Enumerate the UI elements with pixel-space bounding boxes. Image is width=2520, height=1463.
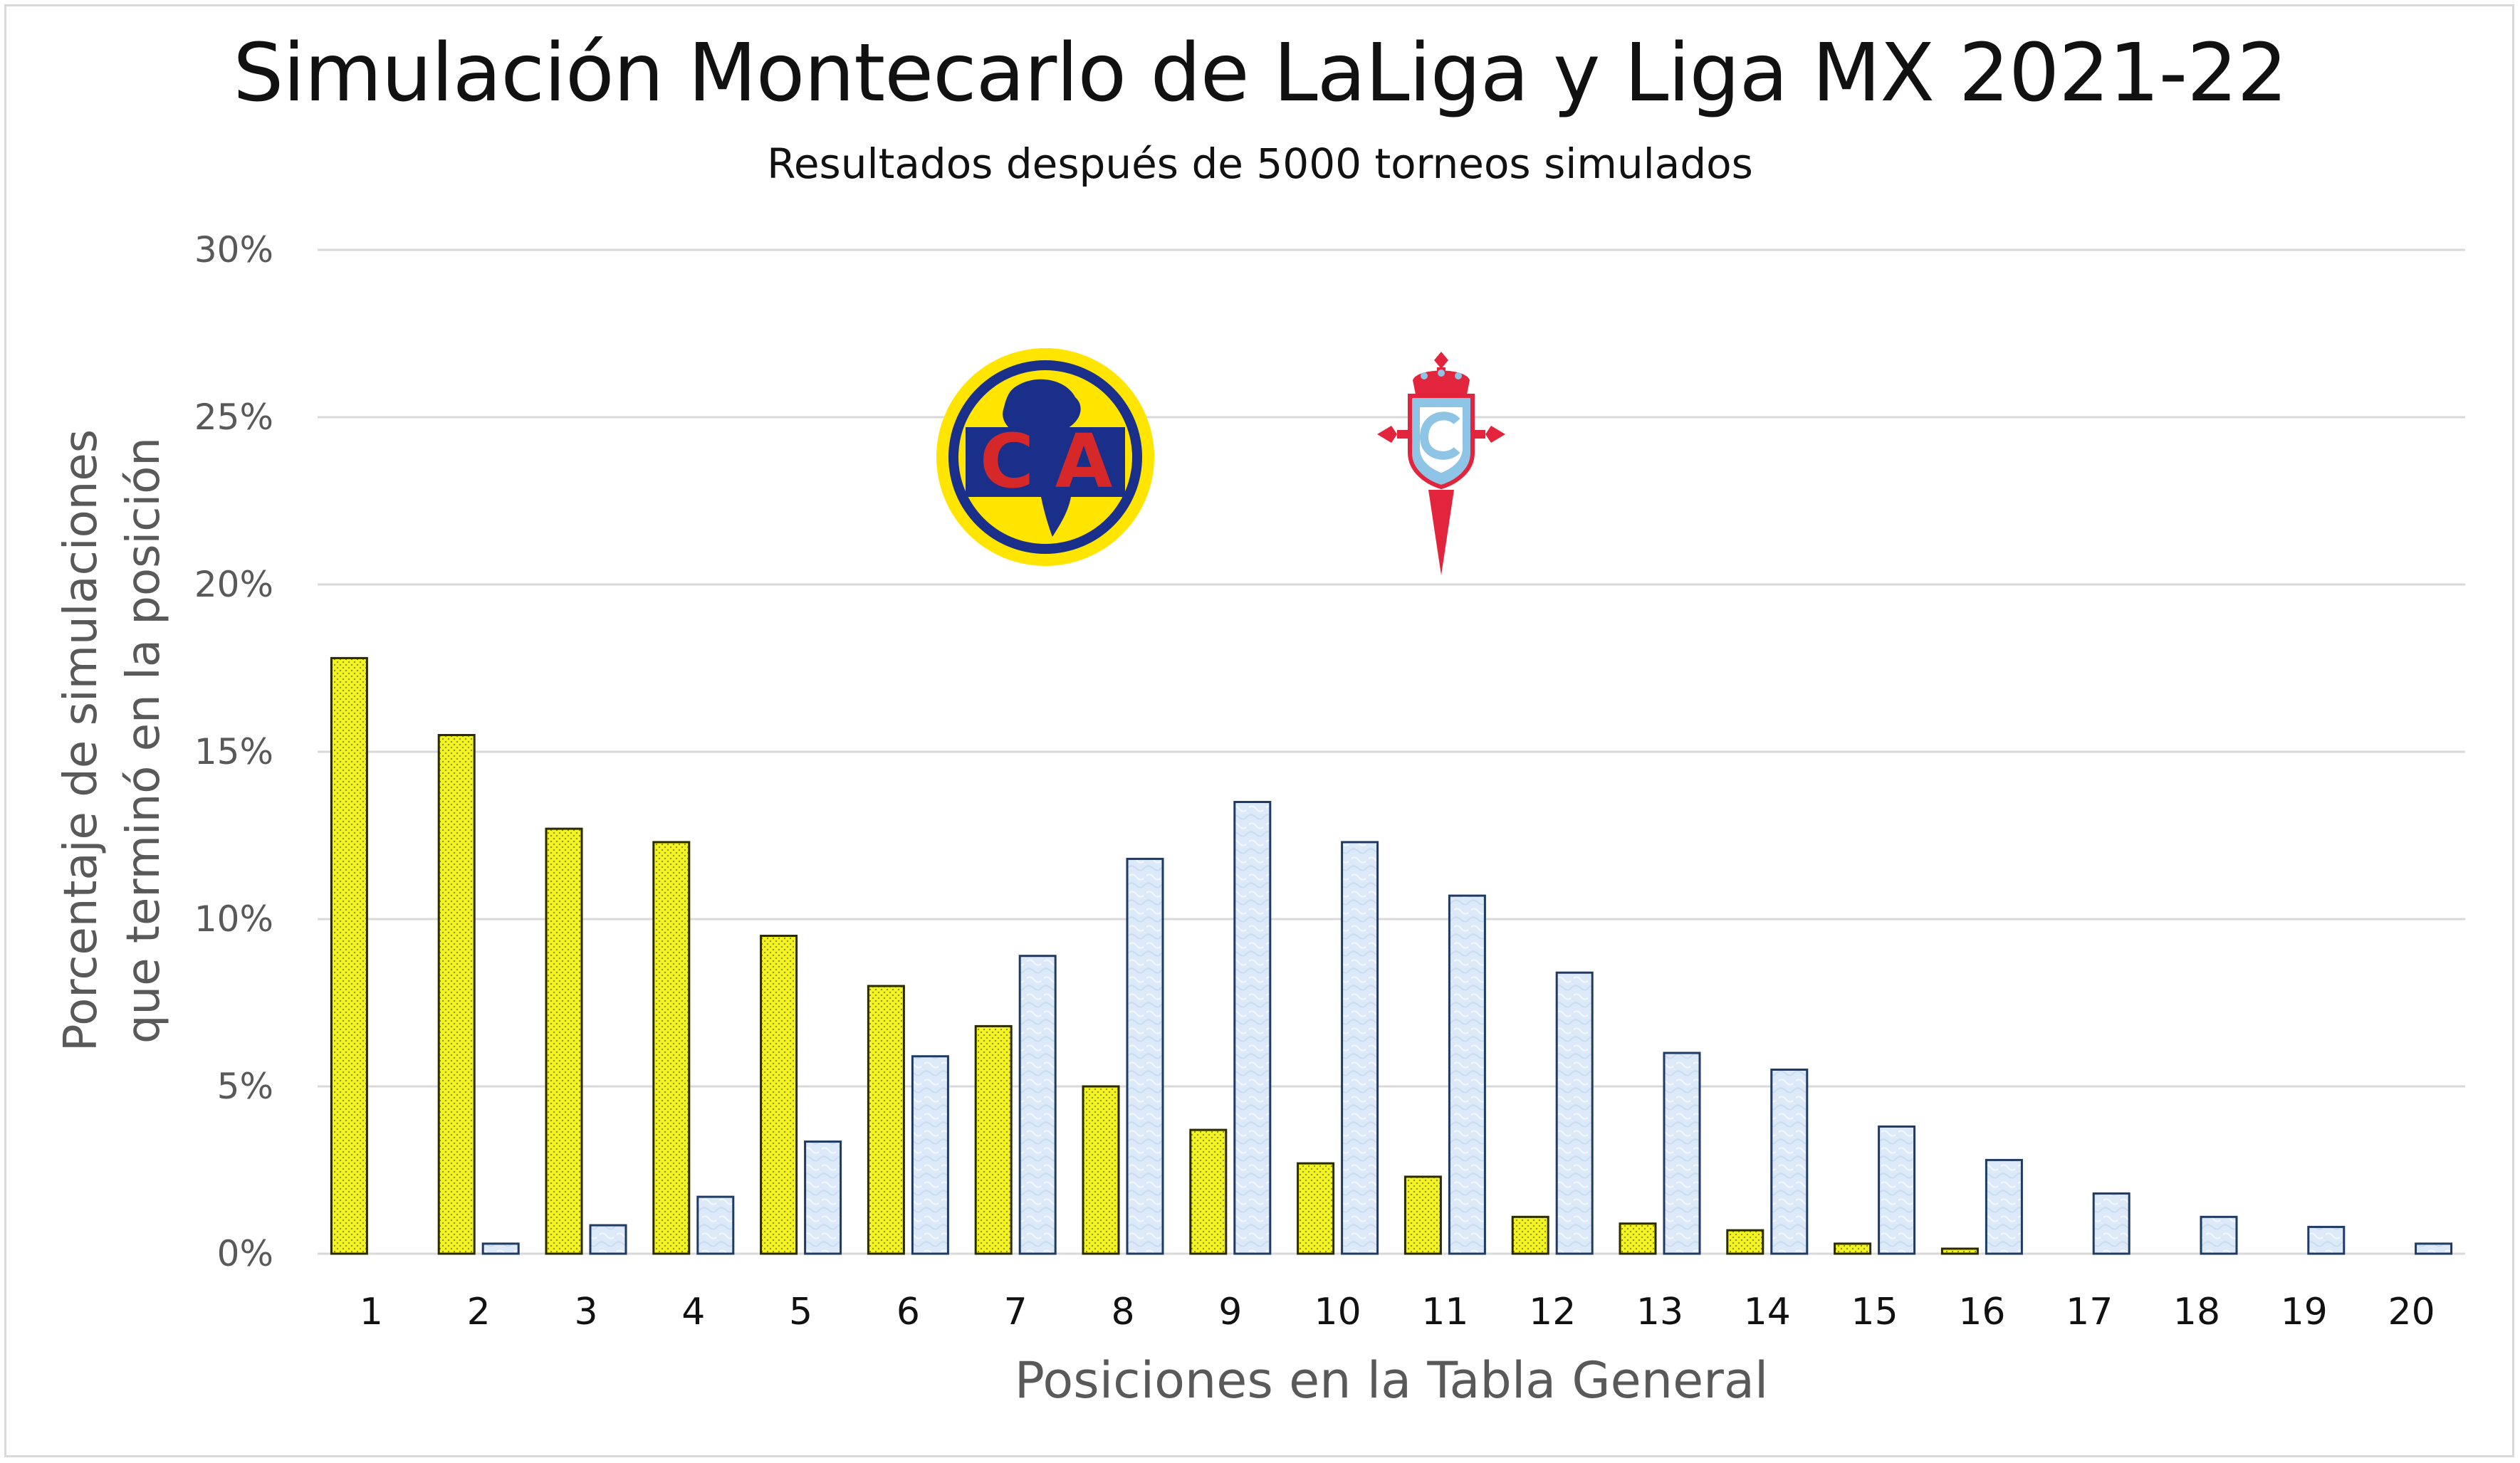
x-tick-label: 20 [2388, 1291, 2435, 1333]
x-axis-label: Posiciones en la Tabla General [1014, 1351, 1769, 1410]
celta-vigo-crest-icon [1377, 352, 1505, 575]
x-tick-label: 10 [1314, 1291, 1361, 1333]
bar-celta-pos-19 [2307, 1225, 2346, 1255]
x-tick-label: 13 [1636, 1291, 1683, 1333]
chart-subtitle: Resultados después de 5000 torneos simul… [767, 140, 1753, 188]
x-tick-label: 18 [2173, 1291, 2220, 1333]
bar-america-pos-13 [1619, 1222, 1657, 1255]
x-tick-label: 12 [1529, 1291, 1576, 1333]
y-tick-label: 15% [194, 731, 273, 772]
celta-shield-c [1419, 411, 1460, 460]
x-tick-label: 8 [1111, 1291, 1134, 1333]
bar-america-pos-5 [760, 935, 798, 1255]
bar-america-pos-16 [1940, 1247, 1979, 1255]
bar-celta-pos-16 [1985, 1158, 2023, 1255]
x-tick-label: 4 [681, 1291, 705, 1333]
bar-celta-pos-2 [481, 1242, 520, 1255]
bar-america-pos-12 [1511, 1215, 1549, 1255]
bars [330, 656, 2453, 1255]
x-tick-label: 3 [574, 1291, 597, 1333]
x-tick-label: 1 [360, 1291, 383, 1333]
celta-crown-jewel [1438, 369, 1445, 377]
y-tick-label: 0% [217, 1233, 273, 1274]
y-tick-label: 30% [194, 229, 273, 271]
x-tick-label: 17 [2066, 1291, 2113, 1333]
bar-america-pos-15 [1834, 1242, 1872, 1255]
y-tick-label: 10% [194, 898, 273, 940]
club-america-crest-icon: C A [936, 348, 1154, 566]
bar-celta-pos-7 [1018, 955, 1057, 1255]
x-tick-label: 15 [1851, 1291, 1898, 1333]
celta-crown-jewel [1421, 372, 1428, 379]
bar-celta-pos-20 [2415, 1242, 2453, 1255]
america-continent-north [1003, 379, 1081, 462]
celta-cross-right [1485, 426, 1505, 443]
x-tick-label: 11 [1421, 1291, 1468, 1333]
x-tick-labels: 1 2 3 4 5 6 7 8 9 10 11 12 13 14 15 16 17 18 19 20 [360, 1291, 2435, 1333]
bar-america-pos-7 [974, 1024, 1013, 1255]
bar-celta-pos-5 [804, 1140, 842, 1255]
bar-celta-pos-18 [2200, 1215, 2238, 1255]
y-tick-label: 5% [217, 1066, 273, 1107]
bar-america-pos-14 [1726, 1229, 1764, 1255]
x-tick-label: 6 [896, 1291, 920, 1333]
gridlines [318, 248, 2465, 1255]
x-tick-label: 9 [1218, 1291, 1242, 1333]
bar-america-pos-1 [330, 656, 368, 1255]
bar-celta-pos-17 [2092, 1192, 2131, 1255]
chart-title: Simulación Montecarlo de LaLiga y Liga M… [233, 27, 2287, 120]
bar-celta-pos-13 [1663, 1052, 1701, 1255]
bar-america-pos-8 [1082, 1085, 1120, 1255]
bar-celta-pos-4 [696, 1195, 735, 1255]
x-tick-label: 16 [1958, 1291, 2005, 1333]
bar-america-pos-4 [652, 841, 691, 1255]
x-tick-label: 2 [467, 1291, 491, 1333]
celta-cross-top [1434, 352, 1448, 369]
x-tick-label: 7 [1004, 1291, 1028, 1333]
america-crest-letter-c: C [980, 418, 1034, 505]
celta-crown-jewel [1455, 372, 1462, 379]
x-tick-label: 5 [789, 1291, 812, 1333]
celta-cross-left [1377, 426, 1397, 443]
y-tick-labels: 0% 5% 10% 15% 20% 25% 30% [194, 229, 273, 1274]
bar-celta-pos-15 [1878, 1125, 1916, 1255]
bar-celta-pos-10 [1341, 841, 1379, 1255]
america-crest-letter-a: A [1055, 418, 1113, 505]
bar-america-pos-2 [437, 734, 476, 1255]
y-tick-label: 25% [194, 397, 273, 438]
bar-celta-pos-8 [1126, 857, 1164, 1255]
x-tick-label: 14 [1744, 1291, 1791, 1333]
bar-celta-pos-3 [589, 1224, 627, 1255]
america-crest-band [966, 427, 1125, 497]
celta-cross-point [1428, 490, 1454, 575]
bar-celta-pos-14 [1770, 1069, 1809, 1255]
bar-celta-pos-11 [1448, 894, 1486, 1255]
bar-america-pos-6 [867, 985, 905, 1255]
y-tick-label: 20% [194, 564, 273, 605]
bar-america-pos-11 [1403, 1175, 1442, 1255]
x-tick-label: 19 [2281, 1291, 2328, 1333]
bar-america-pos-9 [1189, 1128, 1228, 1255]
bar-celta-pos-12 [1555, 971, 1594, 1255]
bar-celta-pos-9 [1233, 801, 1272, 1255]
bar-celta-pos-6 [911, 1055, 949, 1255]
bar-america-pos-3 [545, 827, 583, 1255]
bar-america-pos-10 [1297, 1162, 1335, 1255]
